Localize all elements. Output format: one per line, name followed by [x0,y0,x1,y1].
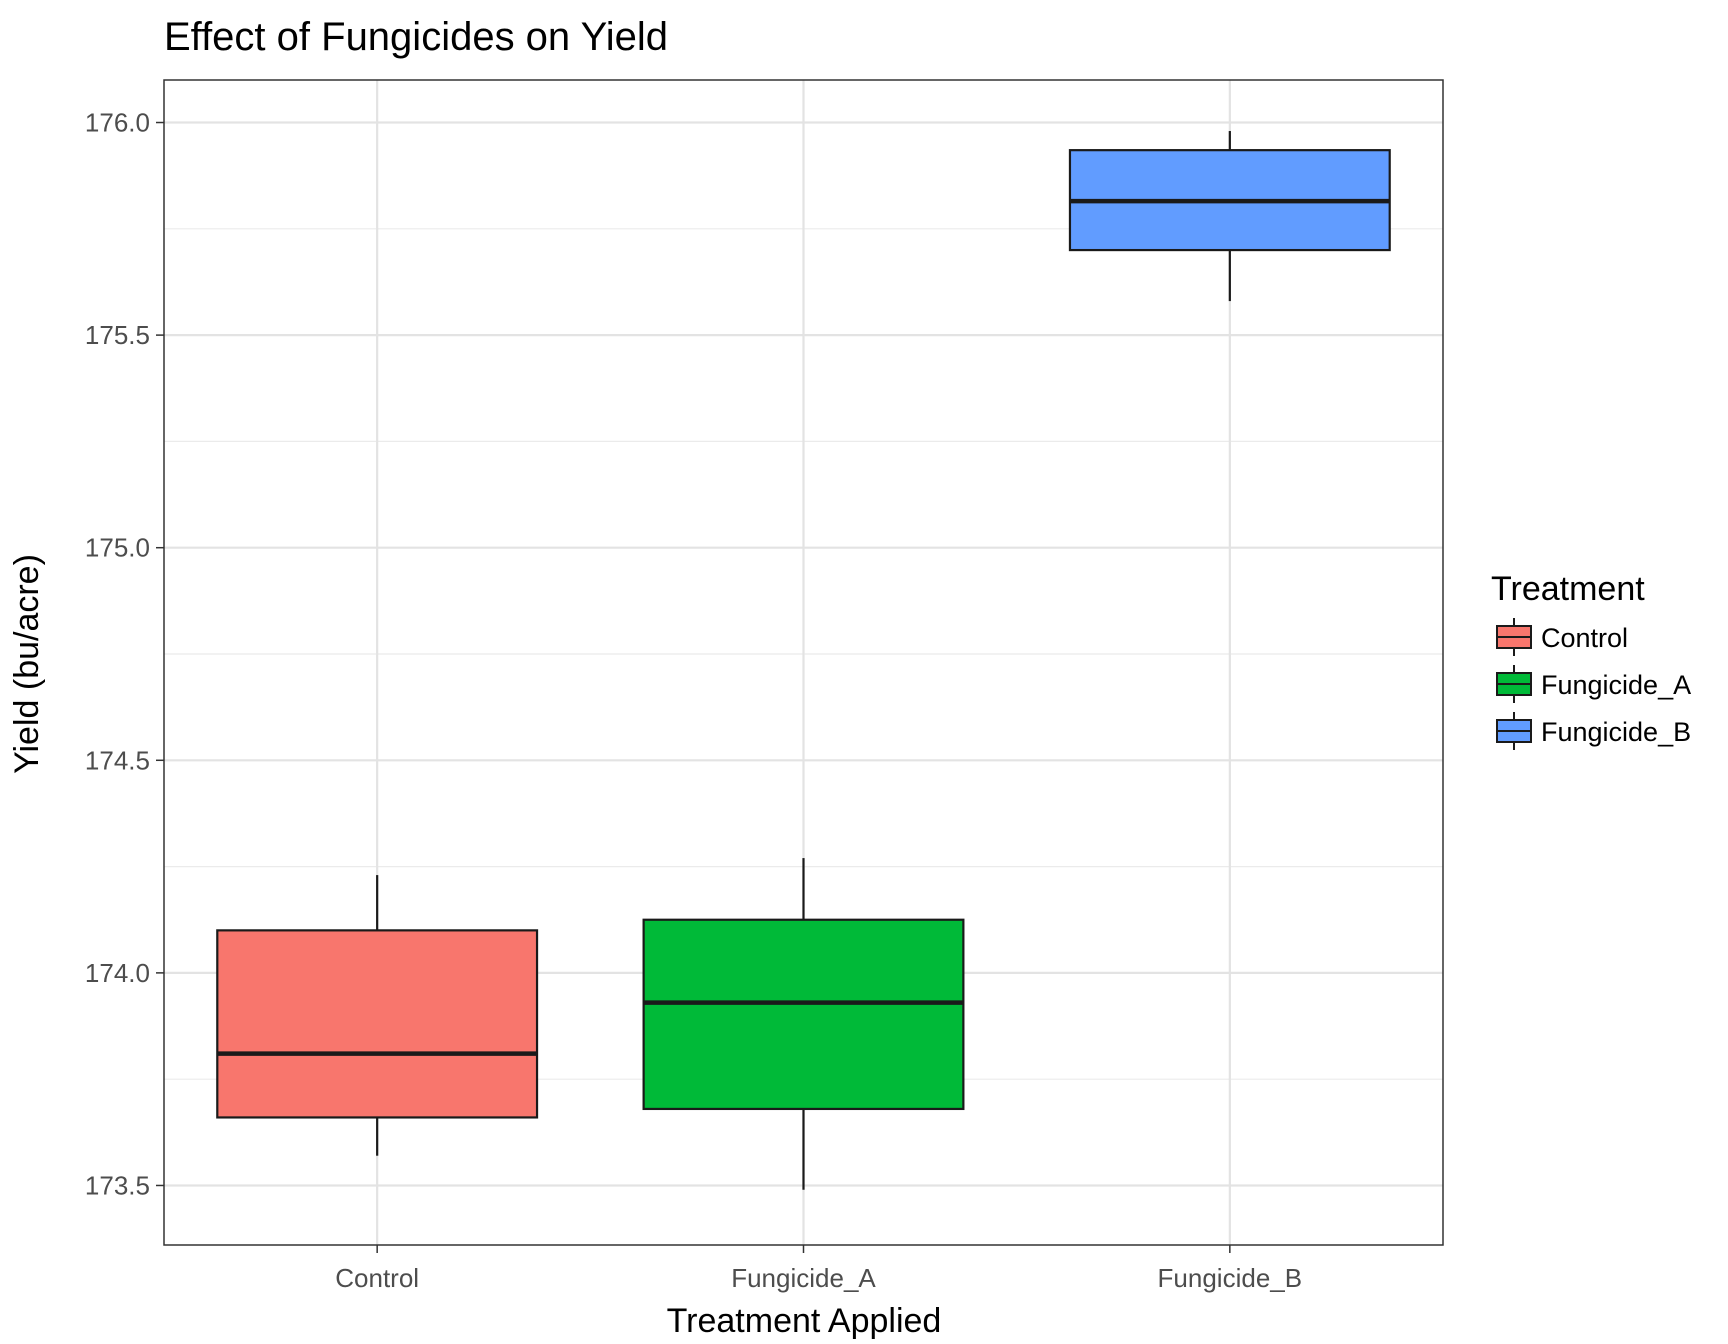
y-tick-label: 175.5 [85,320,150,350]
box-body [216,929,539,1119]
legend-label: Fungicide_B [1541,717,1691,747]
box-fungicide-a [642,858,965,1190]
x-axis: Control Fungicide_A Fungicide_B [335,1245,1302,1293]
x-tick-label: Control [335,1263,419,1293]
legend-entry: Fungicide_A [1496,665,1691,703]
legend: Treatment Control Fungicide_A Fungicide_B [1491,570,1691,750]
x-tick-label: Fungicide_B [1158,1263,1303,1293]
y-tick-label: 174.0 [85,958,150,988]
y-tick-label: 174.5 [85,745,150,775]
legend-title: Treatment [1491,570,1645,608]
box-body [642,918,965,1111]
legend-entry: Control [1496,618,1628,656]
boxes [216,131,1391,1190]
y-tick-label: 173.5 [85,1170,150,1200]
box-fungicide-b [1068,131,1391,302]
y-tick-label: 176.0 [85,108,150,138]
y-tick-label: 175.0 [85,533,150,563]
legend-label: Fungicide_A [1541,670,1691,700]
legend-entry: Fungicide_B [1496,712,1691,750]
x-axis-title: Treatment Applied [667,1302,942,1340]
chart-title: Effect of Fungicides on Yield [164,15,668,59]
y-axis-title: Yield (bu/acre) [8,554,46,774]
legend-label: Control [1541,623,1628,653]
y-axis: 173.5 174.0 174.5 175.0 175.5 176.0 [85,108,164,1200]
x-tick-label: Fungicide_A [731,1263,876,1293]
box-control [216,875,539,1156]
